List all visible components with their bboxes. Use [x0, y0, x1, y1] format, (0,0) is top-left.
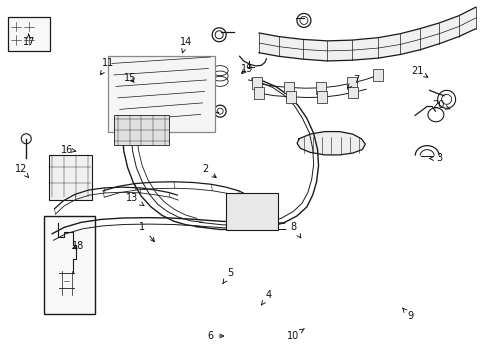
Text: 13: 13 [126, 193, 143, 206]
Text: 11: 11 [101, 58, 114, 75]
Text: 17: 17 [22, 34, 35, 47]
FancyBboxPatch shape [251, 77, 261, 89]
Text: 21: 21 [410, 66, 427, 77]
Text: 9: 9 [402, 308, 412, 321]
Text: 8: 8 [289, 222, 300, 238]
Text: 2: 2 [202, 164, 216, 177]
Text: 15: 15 [123, 73, 136, 83]
FancyBboxPatch shape [373, 69, 383, 81]
Text: 7: 7 [347, 75, 359, 88]
FancyBboxPatch shape [8, 17, 50, 51]
Text: 14: 14 [180, 37, 192, 53]
Text: 6: 6 [207, 331, 223, 341]
FancyBboxPatch shape [44, 216, 95, 315]
FancyBboxPatch shape [225, 193, 277, 230]
Text: 20: 20 [431, 100, 449, 110]
FancyBboxPatch shape [108, 56, 215, 132]
Text: 3: 3 [429, 153, 442, 163]
Text: 5: 5 [223, 268, 233, 283]
FancyBboxPatch shape [284, 81, 294, 94]
FancyBboxPatch shape [316, 82, 326, 94]
Text: 4: 4 [261, 290, 271, 305]
Text: 1: 1 [139, 222, 154, 242]
Text: 19: 19 [240, 64, 253, 74]
FancyBboxPatch shape [317, 91, 327, 103]
FancyBboxPatch shape [347, 86, 357, 99]
FancyBboxPatch shape [346, 77, 356, 89]
Text: 16: 16 [61, 144, 76, 154]
FancyBboxPatch shape [254, 87, 264, 99]
Text: 18: 18 [72, 241, 84, 251]
Text: 12: 12 [15, 164, 28, 177]
Text: 10: 10 [286, 329, 304, 341]
Polygon shape [259, 7, 475, 61]
Polygon shape [297, 132, 365, 155]
FancyBboxPatch shape [49, 155, 91, 200]
FancyBboxPatch shape [285, 91, 295, 103]
FancyBboxPatch shape [114, 116, 168, 145]
